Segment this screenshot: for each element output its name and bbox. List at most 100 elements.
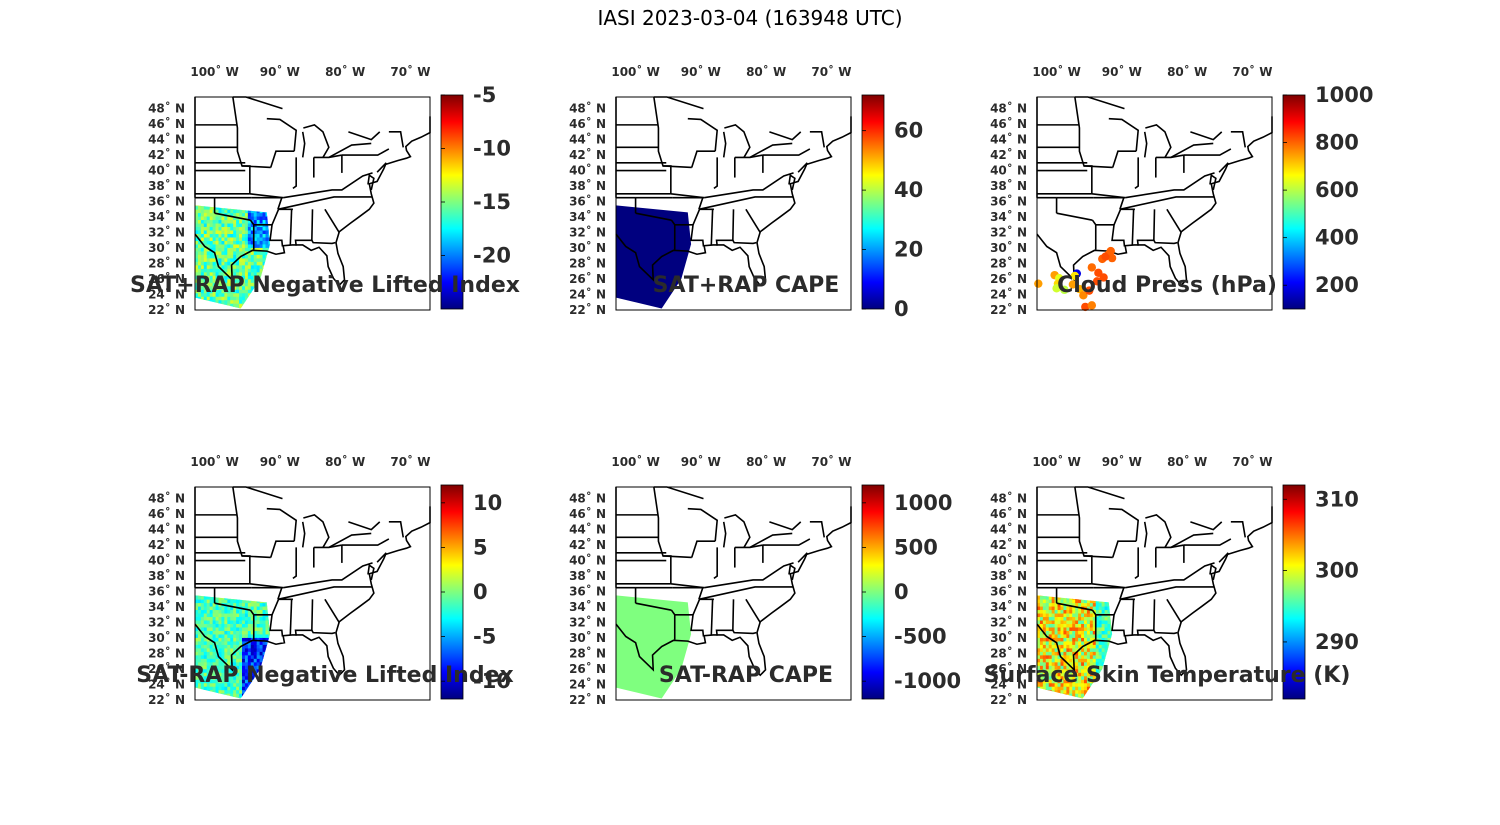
lon-tick-label: 100˚ W: [1032, 64, 1080, 79]
colorbar-tick-label: 300: [1315, 559, 1359, 583]
map-plot: 100˚ W 90˚ W 80˚ W 70˚ W 48˚ N46˚ N44˚ N42˚ …: [569, 64, 923, 321]
lat-tick-label: 46˚ N: [148, 116, 185, 131]
lat-tick-label: 44˚ N: [569, 522, 606, 537]
lon-tick-label: 100˚ W: [190, 454, 238, 469]
cloud-point: [1060, 285, 1069, 295]
lat-tick-label: 32˚ N: [148, 615, 185, 630]
lat-tick-label: 38˚ N: [990, 568, 1027, 583]
lat-tick-label: 46˚ N: [990, 506, 1027, 521]
colorbar: [1282, 484, 1306, 700]
cloud-point: [1052, 284, 1061, 293]
cloud-point: [1087, 263, 1097, 272]
lon-tick-label: 90˚ W: [260, 454, 300, 469]
panel-title: SAT-RAP CAPE: [658, 663, 834, 688]
lat-tick-label: 24˚ N: [148, 677, 185, 692]
lat-tick-label: 32˚ N: [990, 225, 1027, 240]
lon-tick-label: 100˚ W: [1032, 454, 1080, 469]
colorbar: [861, 94, 885, 310]
state-boundaries: [1036, 486, 1273, 677]
lat-tick-label: 32˚ N: [990, 615, 1027, 630]
lat-tick-label: 26˚ N: [569, 271, 606, 286]
lat-tick-label: 22˚ N: [569, 302, 606, 317]
lon-tick-label: 80˚ W: [325, 64, 365, 79]
lat-tick-label: 44˚ N: [990, 522, 1027, 537]
lat-tick-label: 24˚ N: [569, 287, 606, 302]
colorbar-tick-label: 400: [1315, 226, 1359, 250]
lat-tick-label: 32˚ N: [569, 225, 606, 240]
cloud-point: [1101, 252, 1110, 261]
lat-tick-label: 36˚ N: [990, 584, 1027, 599]
data-swath: [195, 595, 271, 699]
lon-tick-label: 80˚ W: [1167, 64, 1207, 79]
lat-tick-label: 28˚ N: [990, 646, 1027, 661]
lon-tick-label: 70˚ W: [1232, 454, 1272, 469]
colorbar-tick-label: -15: [473, 190, 511, 214]
panel-title: SAT-RAP Negative Lifted Index: [136, 663, 514, 688]
colorbar-tick-label: 1000: [1315, 83, 1373, 107]
map-plot: 100˚ W 90˚ W 80˚ W 70˚ W 48˚ N46˚ N44˚ N42˚ …: [569, 454, 961, 707]
lon-tick-label: 100˚ W: [190, 64, 238, 79]
lon-tick-label: 100˚ W: [611, 64, 659, 79]
map-frame: [615, 96, 852, 311]
lon-tick-label: 70˚ W: [1232, 64, 1272, 79]
lat-tick-label: 34˚ N: [148, 209, 185, 224]
lat-tick-label: 42˚ N: [148, 537, 185, 552]
colorbar-tick-label: 1000: [894, 491, 952, 515]
lat-tick-label: 26˚ N: [990, 661, 1027, 676]
lon-tick-label: 80˚ W: [325, 454, 365, 469]
colorbar-tick-label: 60: [894, 119, 923, 143]
lat-tick-label: 38˚ N: [569, 178, 606, 193]
colorbar-tick-label: 290: [1315, 630, 1359, 654]
figure-title: IASI 2023-03-04 (163948 UTC): [597, 6, 903, 30]
colorbar-tick-label: -1000: [894, 669, 961, 693]
lat-tick-label: 28˚ N: [148, 256, 185, 271]
lat-tick-label: 48˚ N: [569, 491, 606, 506]
lat-tick-label: 36˚ N: [148, 194, 185, 209]
colorbar-tick-label: 20: [894, 238, 923, 262]
lat-tick-label: 28˚ N: [148, 646, 185, 661]
lat-tick-label: 40˚ N: [148, 553, 185, 568]
colorbar-tick-label: 0: [894, 580, 909, 604]
cloud-point: [1034, 279, 1043, 288]
lat-tick-label: 36˚ N: [569, 194, 606, 209]
lat-tick-label: 26˚ N: [148, 271, 185, 286]
lat-tick-label: 30˚ N: [148, 630, 185, 645]
map-frame: [194, 96, 431, 311]
cloud-point: [1087, 301, 1097, 310]
lat-tick-label: 24˚ N: [990, 287, 1027, 302]
lat-tick-label: 44˚ N: [990, 132, 1027, 147]
colorbar-tick-label: -500: [894, 625, 947, 649]
colorbar-tick-label: 500: [894, 535, 938, 559]
lon-tick-label: 90˚ W: [260, 64, 300, 79]
lat-tick-label: 38˚ N: [569, 568, 606, 583]
lat-tick-label: 48˚ N: [148, 491, 185, 506]
lat-tick-label: 46˚ N: [569, 506, 606, 521]
lat-tick-label: 42˚ N: [569, 537, 606, 552]
lat-tick-label: 46˚ N: [569, 116, 606, 131]
state-boundaries: [194, 486, 431, 677]
colorbar-tick-label: -5: [473, 83, 496, 107]
panel-title: SAT+RAP CAPE: [652, 273, 840, 298]
lon-tick-label: 80˚ W: [1167, 454, 1207, 469]
lon-tick-label: 80˚ W: [746, 454, 786, 469]
lat-tick-label: 46˚ N: [148, 506, 185, 521]
map-frame: [615, 486, 852, 701]
colorbar-tick-label: 310: [1315, 487, 1359, 511]
cloud-point: [1081, 302, 1090, 312]
map-frame: [194, 486, 431, 701]
lat-tick-label: 30˚ N: [148, 240, 185, 255]
cloud-point: [1107, 253, 1117, 263]
lon-tick-label: 70˚ W: [390, 454, 430, 469]
cloud-point: [1070, 271, 1080, 281]
colorbar-tick-label: 0: [894, 297, 909, 321]
panel-title: Cloud Press (hPa): [1057, 273, 1277, 298]
lon-tick-label: 100˚ W: [611, 454, 659, 469]
map-panel: 100˚ W 90˚ W 80˚ W 70˚ W 48˚ N 46˚ N 44˚ N 42˚ …: [526, 445, 966, 715]
cloud-point: [1068, 280, 1078, 289]
map-plot: 100˚ W 90˚ W 80˚ W 70˚ W 48˚ N46˚ N44˚ N42˚ …: [990, 64, 1373, 317]
lat-tick-label: 40˚ N: [569, 553, 606, 568]
lat-tick-label: 22˚ N: [148, 692, 185, 707]
state-boundaries: [615, 96, 852, 287]
lat-tick-label: 30˚ N: [990, 630, 1027, 645]
lat-tick-label: 42˚ N: [990, 537, 1027, 552]
